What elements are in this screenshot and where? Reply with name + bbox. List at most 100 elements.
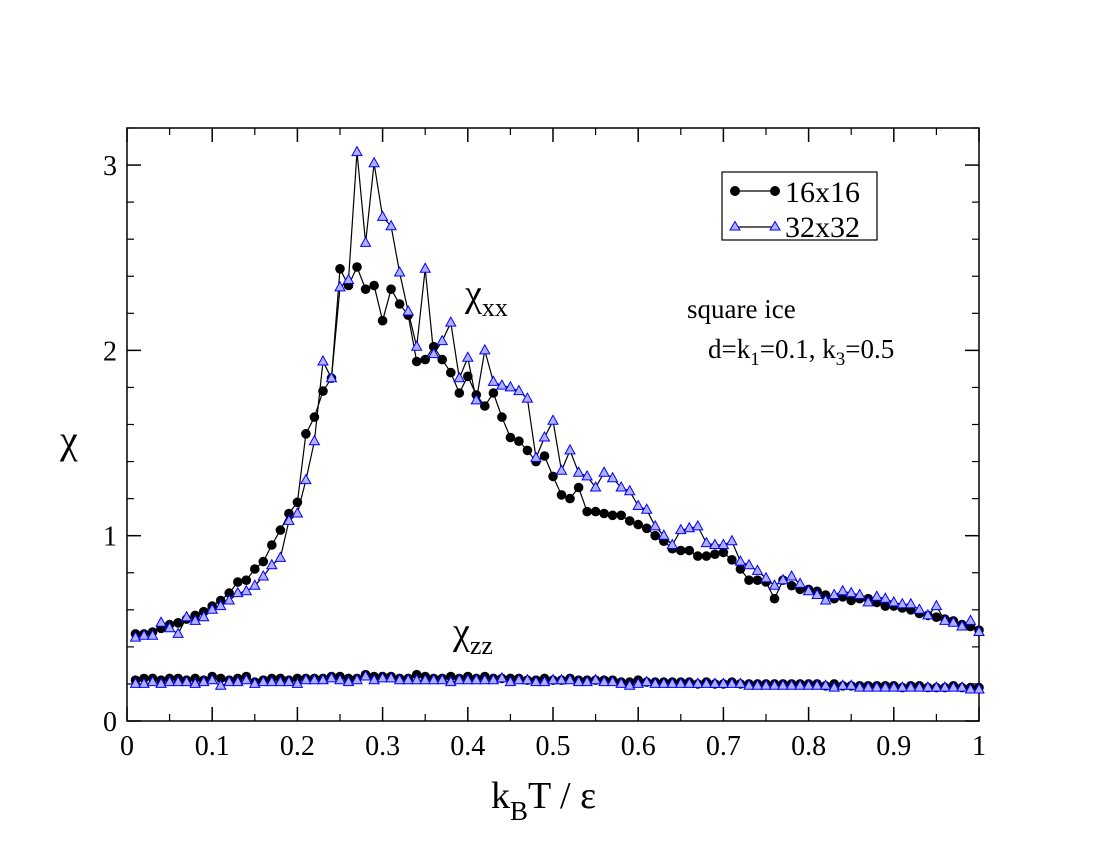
point-32x32-xx [146, 629, 159, 640]
point-16x16-xx [224, 588, 234, 598]
point-32x32-xx [709, 538, 721, 549]
point-32x32-xx [973, 625, 985, 636]
point-32x32-zz [819, 679, 832, 690]
point-32x32-xx [743, 558, 755, 570]
point-32x32-zz [956, 681, 968, 692]
point-32x32-xx [359, 236, 372, 247]
point-32x32-xx [538, 430, 551, 442]
point-32x32-zz [402, 673, 415, 685]
x-tick-label: 0.6 [621, 731, 656, 762]
series-layer [129, 145, 985, 694]
point-32x32-xx [691, 519, 704, 531]
point-32x32-zz [623, 679, 636, 690]
point-32x32-xx [649, 519, 662, 531]
point-32x32-xx [589, 480, 602, 492]
point-32x32-xx [674, 523, 687, 535]
point-32x32-xx [436, 334, 449, 346]
point-32x32-zz [802, 679, 815, 690]
point-32x32-zz [964, 682, 977, 694]
y-tick-label: 2 [103, 336, 117, 367]
point-32x32-zz [291, 677, 304, 688]
point-16x16-xx [437, 354, 448, 365]
point-32x32-xx [904, 597, 917, 609]
point-16x16-xx [377, 315, 388, 326]
point-32x32-xx [410, 340, 423, 351]
point-32x32-zz [564, 673, 576, 685]
point-32x32-zz [146, 675, 159, 687]
point-32x32-zz [640, 675, 653, 687]
point-16x16-xx [744, 575, 754, 585]
point-16x16-xx [284, 508, 294, 519]
point-32x32-xx [308, 434, 321, 446]
point-32x32-xx [726, 534, 738, 546]
x-tick-label: 0.2 [280, 731, 315, 762]
point-32x32-xx [547, 414, 559, 425]
point-16x16-xx [599, 508, 609, 519]
point-16x16-xx [701, 551, 712, 561]
point-32x32-zz [513, 673, 525, 685]
point-32x32-zz [547, 673, 559, 685]
point-32x32-xx [376, 210, 389, 221]
point-16x16-xx [710, 549, 720, 559]
point-32x32-xx [564, 443, 576, 455]
point-32x32-zz [768, 679, 781, 690]
point-32x32-xx [777, 573, 789, 585]
point-32x32-xx [351, 145, 363, 157]
point-32x32-zz [470, 673, 483, 685]
point-16x16-xx [641, 523, 652, 534]
point-32x32-xx [325, 371, 338, 383]
point-32x32-xx [845, 586, 858, 598]
point-32x32-zz [496, 671, 508, 683]
x-tick-label: 0 [120, 731, 134, 762]
point-32x32-zz [615, 677, 628, 688]
point-32x32-xx [666, 538, 679, 549]
point-16x16-xx [454, 388, 465, 398]
point-32x32-xx [291, 506, 304, 518]
point-32x32-xx [828, 588, 841, 599]
point-32x32-xx [632, 499, 645, 510]
point-32x32-xx [802, 584, 815, 596]
point-32x32-xx [172, 627, 184, 638]
point-32x32-xx [751, 564, 764, 575]
point-32x32-zz [581, 675, 593, 687]
point-32x32-zz [351, 673, 363, 685]
point-16x16-xx [480, 401, 490, 411]
point-32x32-xx [879, 592, 892, 603]
point-32x32-zz [709, 677, 721, 688]
point-32x32-xx [300, 473, 312, 485]
point-32x32-zz [853, 681, 866, 692]
point-32x32-zz [555, 673, 568, 685]
point-16x16-xx [394, 299, 405, 309]
point-32x32-xx [513, 384, 525, 396]
legend-marker-32x32-end [769, 220, 781, 231]
point-16x16-xx [735, 564, 746, 574]
point-32x32-zz [606, 675, 619, 687]
point-16x16-zz [215, 673, 226, 684]
point-32x32-xx [870, 590, 883, 601]
point-32x32-zz [572, 675, 585, 687]
point-32x32-xx [555, 464, 568, 475]
point-32x32-zz [487, 673, 500, 685]
point-32x32-zz [189, 677, 202, 688]
point-32x32-xx [530, 451, 542, 462]
point-32x32-zz [887, 681, 900, 692]
point-32x32-zz [206, 673, 219, 685]
point-16x16-xx [616, 510, 626, 521]
point-32x32-xx [231, 586, 244, 598]
point-32x32-xx [393, 265, 406, 277]
point-16x16-xx [360, 284, 371, 295]
x-label-sub-b: B [510, 796, 528, 826]
point-32x32-xx [836, 584, 849, 596]
point-32x32-xx [138, 629, 150, 640]
point-32x32-xx [623, 484, 636, 496]
point-32x32-zz [870, 681, 883, 692]
point-32x32-xx [811, 588, 823, 599]
point-16x16-xx [624, 516, 635, 526]
point-32x32-xx [785, 569, 798, 581]
point-16x16-xx [250, 564, 260, 574]
axis-ticks: 0 0.1 0.2 0.3 0.4 0.5 0.6 0.7 0.8 0.9 1 0 1 2 3 [103, 127, 986, 762]
point-32x32-zz [666, 677, 679, 688]
point-32x32-zz [317, 673, 329, 685]
point-32x32-xx [461, 351, 474, 362]
point-16x16-xx [880, 601, 891, 611]
